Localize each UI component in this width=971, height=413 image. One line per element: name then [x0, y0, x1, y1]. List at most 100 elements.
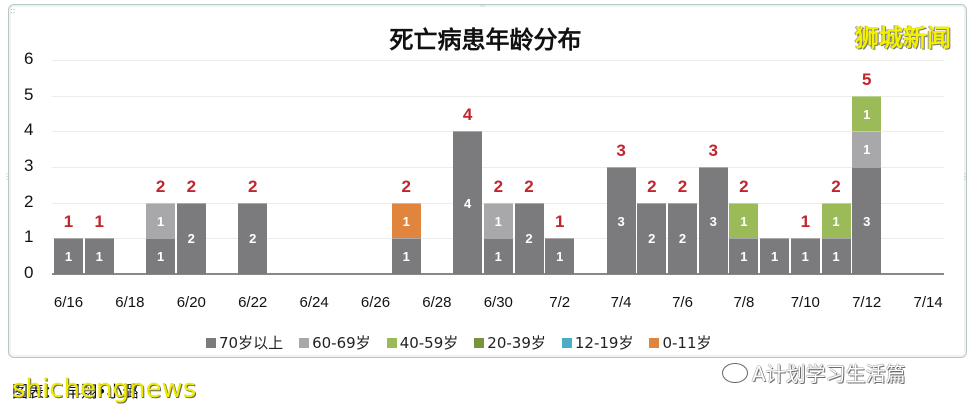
bar-segment: 1 [391, 202, 421, 239]
total-label: 2 [155, 176, 166, 196]
total-label: 1 [63, 212, 74, 232]
bar-segment: 1 [821, 202, 851, 239]
bar-segment: 4 [453, 131, 483, 274]
legend-item: 60-69岁 [299, 332, 371, 353]
total-label: 1 [800, 212, 811, 232]
bar-segment: 1 [146, 238, 176, 274]
legend: 70岁以上 60-69岁 40-59岁 20-39岁 12-19岁 0-11岁 [206, 332, 712, 353]
chart-title: 死亡病患年龄分布 [389, 26, 582, 54]
legend-swatch-icon [386, 337, 397, 348]
total-label: 1 [94, 212, 104, 232]
total-label: 2 [493, 176, 504, 196]
bar-segment: 2 [668, 202, 697, 274]
legend-swatch-icon [299, 337, 310, 348]
bar-segment: 1 [483, 202, 513, 239]
total-label: 3 [616, 141, 626, 160]
total-label: 2 [524, 176, 534, 196]
bar-7/10: 1 [790, 238, 820, 274]
bar-7/2: 1 [545, 238, 575, 274]
legend-swatch-icon [206, 337, 216, 348]
x-tick-label: 6/26 [360, 294, 391, 311]
resize-handle-top[interactable]: ·· [480, 2, 486, 11]
x-tick-label: 7/4 [610, 294, 632, 311]
total-label: 2 [647, 176, 657, 196]
total-label: 2 [739, 176, 749, 196]
legend-swatch-icon [649, 337, 660, 348]
total-label: 4 [462, 105, 473, 125]
x-tick-label: 6/16 [53, 294, 84, 311]
watermark-top-right: 狮城新闻 [855, 24, 951, 52]
x-tick-label: 6/18 [115, 294, 145, 311]
bar-6/22: 2 [238, 202, 268, 274]
bar-segment: 2 [176, 202, 206, 274]
bar-6/29: 4 [453, 131, 483, 274]
bar-segment: 1 [852, 131, 882, 167]
bar-7/6: 2 [668, 202, 697, 274]
bar-7/1: 2 [514, 202, 544, 274]
total-label: 3 [708, 141, 718, 160]
x-tick-label: 7/12 [852, 294, 882, 311]
bar-segment: 3 [698, 167, 728, 274]
total-label: 2 [677, 176, 688, 196]
y-tick-label: 3 [24, 156, 34, 175]
bar-segment: 1 [391, 238, 421, 274]
x-tick-label: 7/6 [672, 294, 693, 311]
bar-7/5: 2 [637, 202, 667, 274]
bar-segment: 2 [514, 202, 544, 274]
bar-segment: 1 [821, 238, 851, 274]
bar-segment: 1 [729, 238, 759, 274]
legend-label: 40-59岁 [399, 334, 459, 352]
bar-segment: 3 [852, 167, 882, 274]
y-tick-label: 5 [24, 84, 34, 104]
total-label: 5 [861, 69, 872, 89]
gridline [52, 167, 944, 168]
bar-segment: 1 [483, 238, 513, 274]
gridline [52, 95, 944, 97]
bar-segment: 1 [545, 238, 575, 274]
watermark-bottom-right-text: A计划学习生活篇 [752, 362, 906, 386]
chart-caption: 图表： 早翔•小璐 [12, 382, 139, 401]
resize-handle-right[interactable]: ⋮ [961, 172, 969, 181]
x-axis-line [52, 273, 944, 275]
watermark-bottom-right: A计划学习生活篇 [722, 358, 906, 387]
bar-7/4: 3 [606, 167, 636, 274]
legend-label: 12-19岁 [574, 334, 634, 352]
bar-7/9: 1 [760, 238, 790, 274]
bar-segment: 1 [790, 238, 820, 274]
x-tick-label: 6/24 [299, 294, 329, 311]
total-label: 2 [247, 176, 258, 196]
chart-frame [8, 4, 967, 358]
x-tick-label: 6/20 [176, 294, 206, 311]
bar-6/20: 2 [176, 202, 206, 274]
x-tick-label: 6/30 [483, 294, 513, 311]
legend-label: 60-69岁 [312, 334, 371, 352]
bar-segment: 1 [54, 238, 83, 274]
bar-segment: 1 [84, 238, 114, 274]
x-tick-label: 6/28 [422, 294, 452, 311]
bar-7/7: 3 [698, 167, 728, 274]
resize-handle-top-left[interactable]: :: [10, 6, 16, 15]
bar-segment: 1 [760, 238, 790, 274]
resize-handle-left[interactable]: ⋮ [3, 172, 11, 181]
legend-swatch-icon [474, 337, 485, 348]
legend-item: 0-11岁 [649, 332, 712, 353]
bar-6/16: 1 [54, 238, 83, 274]
total-label: 1 [554, 212, 565, 232]
total-label: 2 [831, 176, 841, 196]
bar-segment: 1 [729, 202, 759, 239]
x-tick-label: 6/22 [238, 294, 268, 311]
x-tick-label: 7/8 [733, 294, 755, 311]
watermark-bottom-left: shichengnews [12, 374, 197, 404]
y-tick-label: 6 [24, 49, 34, 68]
bar-segment: 3 [606, 167, 636, 274]
bar-segment: 1 [146, 202, 176, 239]
legend-label: 0-11岁 [662, 334, 712, 352]
legend-item: 70岁以上 [206, 332, 283, 353]
x-tick-label: 7/10 [790, 294, 820, 311]
